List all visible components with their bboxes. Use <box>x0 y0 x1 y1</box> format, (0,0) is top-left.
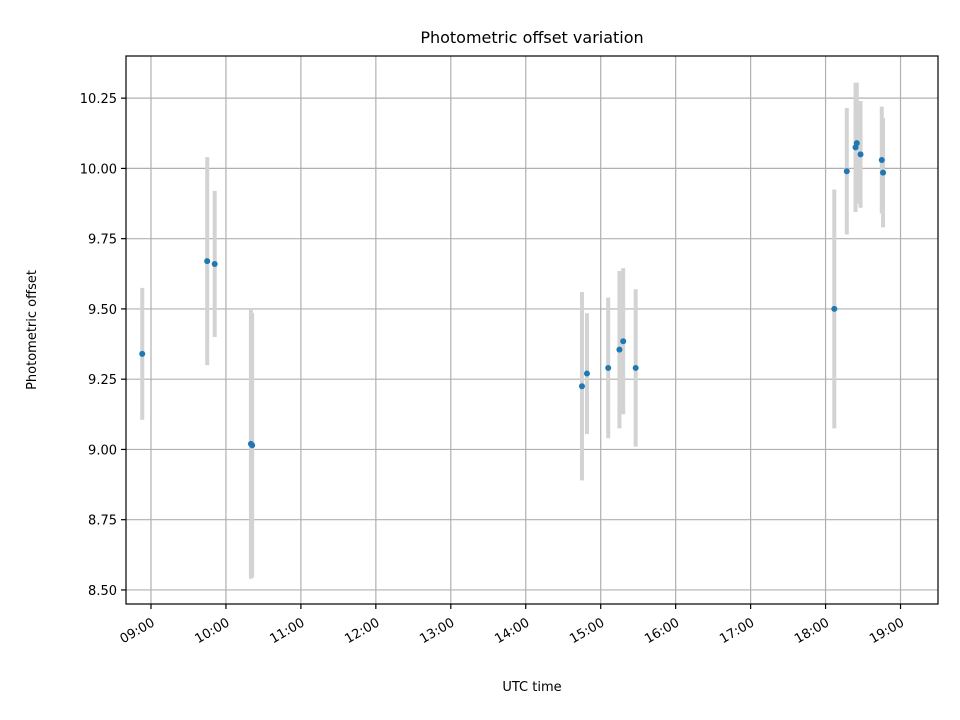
data-point <box>616 346 623 353</box>
x-tick-label: 10:00 <box>193 615 233 647</box>
x-tick-label: 12:00 <box>342 615 382 647</box>
y-tick-label: 9.00 <box>88 443 117 458</box>
y-tick-label: 9.50 <box>88 303 117 318</box>
data-point <box>831 305 838 312</box>
x-tick-label: 11:00 <box>267 615 307 647</box>
x-axis-label: UTC time <box>502 680 561 695</box>
x-tick-label: 17:00 <box>717 615 757 647</box>
x-tick-label: 16:00 <box>642 615 682 647</box>
grid-lines <box>126 56 938 604</box>
error-bars <box>140 82 886 579</box>
data-point <box>857 151 864 158</box>
data-point <box>843 168 850 175</box>
y-tick-label: 8.50 <box>88 584 117 599</box>
y-tick-label: 9.75 <box>88 233 117 248</box>
y-tick-label: 10.00 <box>80 162 117 177</box>
data-point <box>139 350 146 357</box>
x-tick-label: 15:00 <box>567 615 607 647</box>
data-point <box>853 140 860 147</box>
axis-ticks: 09:00 10:00 11:00 12:00 13:00 14:00 15:00 16:00… <box>80 92 907 647</box>
data-point <box>605 364 612 371</box>
data-point <box>578 383 585 390</box>
data-point <box>211 260 218 267</box>
x-tick-label: 14:00 <box>492 615 532 647</box>
y-tick-label: 10.25 <box>80 92 117 107</box>
y-tick-label: 8.75 <box>88 514 117 529</box>
data-points <box>139 140 887 449</box>
y-tick-label: 9.25 <box>88 373 117 388</box>
data-point <box>880 169 887 176</box>
chart-title: Photometric offset variation <box>420 28 643 47</box>
x-tick-label: 13:00 <box>417 615 457 647</box>
data-point <box>583 370 590 377</box>
y-axis-label: Photometric offset <box>25 270 40 390</box>
data-point <box>249 442 256 449</box>
data-point <box>878 156 885 163</box>
data-point <box>620 338 627 345</box>
x-tick-label: 18:00 <box>792 615 832 647</box>
plot-frame <box>125 55 939 605</box>
x-tick-label: 09:00 <box>118 615 158 647</box>
data-point <box>632 364 639 371</box>
x-tick-label: 19:00 <box>867 615 907 647</box>
data-point <box>204 258 211 265</box>
